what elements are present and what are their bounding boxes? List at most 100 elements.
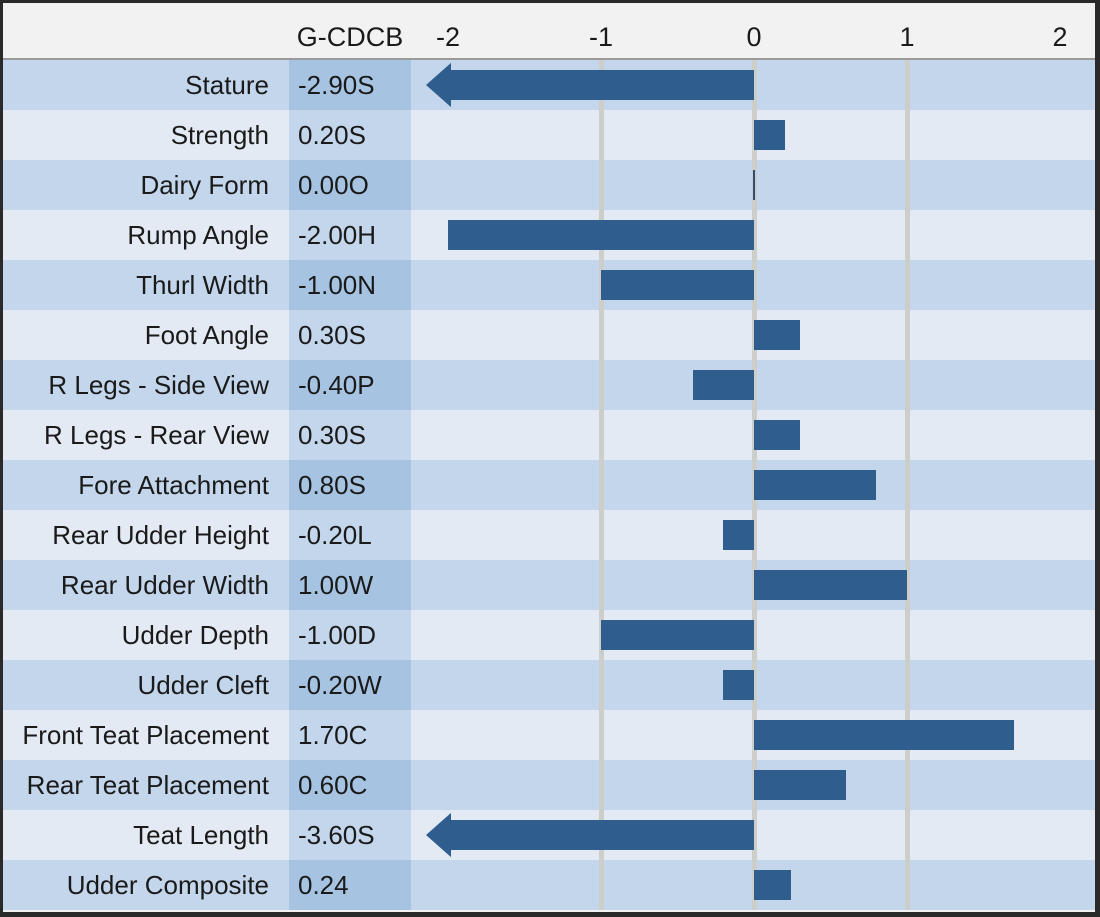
axis-gridline	[904, 760, 910, 810]
trait-value: -0.40P	[289, 360, 411, 410]
trait-value: -2.90S	[289, 60, 411, 110]
trait-bar	[754, 720, 1015, 750]
trait-row: Teat Length -3.60S	[3, 810, 1095, 860]
axis-gridline	[751, 510, 757, 560]
axis-tick-label: 1	[899, 22, 915, 52]
trait-plot-cell	[411, 510, 1095, 560]
trait-bar	[601, 620, 754, 650]
trait-value: 1.70C	[289, 710, 411, 760]
trait-label: Udder Composite	[3, 860, 289, 910]
axis-gridline	[904, 160, 910, 210]
axis-gridline	[904, 60, 910, 110]
axis-gridline	[904, 110, 910, 160]
axis-gridline	[598, 160, 604, 210]
trait-row: Fore Attachment 0.80S	[3, 460, 1095, 510]
trait-row: Rear Udder Width 1.00W	[3, 560, 1095, 610]
trait-label: Rump Angle	[3, 210, 289, 260]
trait-rows: Stature -2.90S Strength 0.20S Dairy Form 0.00…	[3, 60, 1095, 910]
trait-plot-cell	[411, 560, 1095, 610]
trait-label: Udder Depth	[3, 610, 289, 660]
trait-row: Strength 0.20S	[3, 110, 1095, 160]
axis-gridline	[904, 560, 910, 610]
trait-plot-cell	[411, 210, 1095, 260]
trait-value: -2.00H	[289, 210, 411, 260]
axis-gridline	[904, 660, 910, 710]
trait-plot-cell	[411, 860, 1095, 910]
trait-bar	[723, 670, 754, 700]
trait-bar	[754, 870, 791, 900]
axis-gridline	[904, 860, 910, 910]
trait-row: Stature -2.90S	[3, 60, 1095, 110]
trait-bar-zero	[753, 170, 755, 200]
axis-gridline	[598, 110, 604, 160]
trait-value: 0.00O	[289, 160, 411, 210]
axis-tick-label: -1	[588, 22, 614, 52]
trait-row: Front Teat Placement 1.70C	[3, 710, 1095, 760]
trait-row: Rear Teat Placement 0.60C	[3, 760, 1095, 810]
trait-label: Stature	[3, 60, 289, 110]
trait-bar-overflow-arrow	[426, 62, 754, 108]
axis-gridline	[751, 660, 757, 710]
trait-value: -0.20L	[289, 510, 411, 560]
axis-tick-label: 0	[746, 22, 762, 52]
trait-row: Udder Composite 0.24	[3, 860, 1095, 910]
trait-plot-cell	[411, 810, 1095, 860]
axis-gridline	[904, 460, 910, 510]
trait-bar	[692, 370, 754, 400]
trait-label: Rear Udder Height	[3, 510, 289, 560]
trait-label: Rear Teat Placement	[3, 760, 289, 810]
trait-value: 0.60C	[289, 760, 411, 810]
trait-row: Thurl Width -1.00N	[3, 260, 1095, 310]
axis-gridline	[904, 310, 910, 360]
axis-gridline	[598, 510, 604, 560]
trait-row: R Legs - Rear View 0.30S	[3, 410, 1095, 460]
trait-row: Rump Angle -2.00H	[3, 210, 1095, 260]
chart-header: G-CDCB -2 -1 0 1 2	[3, 3, 1095, 60]
axis-gridline	[598, 310, 604, 360]
trait-plot-cell	[411, 160, 1095, 210]
trait-label: Udder Cleft	[3, 660, 289, 710]
trait-plot-cell	[411, 110, 1095, 160]
axis-gridline	[598, 460, 604, 510]
trait-row: Rear Udder Height -0.20L	[3, 510, 1095, 560]
trait-bar	[754, 470, 877, 500]
axis-gridline	[598, 760, 604, 810]
trait-bar	[754, 770, 846, 800]
trait-label: R Legs - Rear View	[3, 410, 289, 460]
axis-gridline	[751, 810, 757, 860]
trait-value: 0.30S	[289, 410, 411, 460]
trait-plot-cell	[411, 760, 1095, 810]
trait-label: Strength	[3, 110, 289, 160]
axis-gridline	[751, 210, 757, 260]
trait-value: -1.00N	[289, 260, 411, 310]
axis-gridline	[751, 610, 757, 660]
axis-gridline	[598, 360, 604, 410]
trait-bar	[723, 520, 754, 550]
trait-plot-cell	[411, 260, 1095, 310]
trait-value: 1.00W	[289, 560, 411, 610]
trait-label: Dairy Form	[3, 160, 289, 210]
trait-label: Rear Udder Width	[3, 560, 289, 610]
trait-value: 0.30S	[289, 310, 411, 360]
trait-value: -3.60S	[289, 810, 411, 860]
axis-gridline	[904, 260, 910, 310]
trait-row: Dairy Form 0.00O	[3, 160, 1095, 210]
axis-gridline	[904, 410, 910, 460]
axis-gridline	[598, 560, 604, 610]
trait-bar	[601, 270, 754, 300]
axis-gridline	[598, 860, 604, 910]
axis-gridline	[598, 660, 604, 710]
trait-label: Fore Attachment	[3, 460, 289, 510]
trait-plot-cell	[411, 60, 1095, 110]
axis-gridline	[751, 260, 757, 310]
trait-label: R Legs - Side View	[3, 360, 289, 410]
trait-bar	[754, 570, 907, 600]
trait-plot-cell	[411, 410, 1095, 460]
trait-bar	[448, 220, 754, 250]
trait-plot-cell	[411, 610, 1095, 660]
trait-plot-cell	[411, 460, 1095, 510]
trait-value: -0.20W	[289, 660, 411, 710]
axis-tick-label: -2	[435, 22, 461, 52]
trait-row: Udder Cleft -0.20W	[3, 660, 1095, 710]
